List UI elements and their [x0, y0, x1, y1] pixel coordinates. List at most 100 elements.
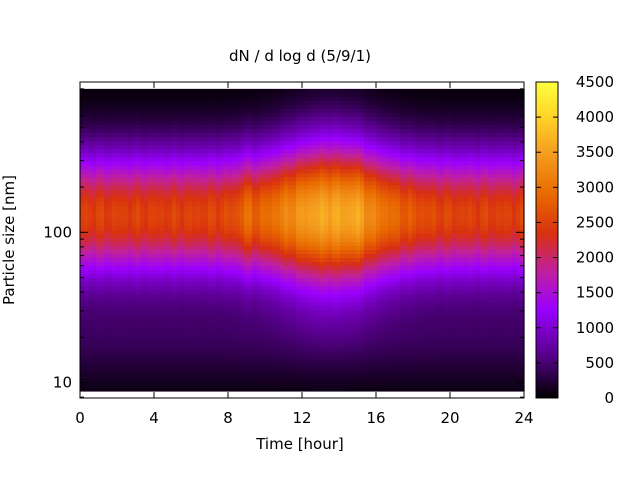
heatmap-cell	[188, 225, 193, 231]
heatmap-cell	[132, 306, 137, 312]
heatmap-cell	[316, 141, 321, 146]
heatmap-cell	[152, 88, 157, 94]
heatmap-cell	[180, 169, 185, 175]
heatmap-cell	[180, 125, 185, 130]
heatmap-cell	[208, 237, 213, 243]
heatmap-cell	[332, 88, 337, 94]
heatmap-cell	[308, 266, 313, 271]
heatmap-cell	[100, 137, 105, 142]
heatmap-cell	[196, 370, 201, 376]
heatmap-cell	[228, 181, 233, 187]
heatmap-cell	[100, 104, 105, 110]
heatmap-cell	[96, 382, 101, 388]
heatmap-cell	[260, 109, 265, 114]
heatmap-cell	[156, 290, 161, 295]
heatmap-cell	[84, 149, 89, 154]
heatmap-cell	[200, 221, 205, 227]
heatmap-cell	[308, 346, 313, 352]
heatmap-cell	[84, 197, 89, 203]
heatmap-cell	[340, 270, 345, 275]
heatmap-cell	[192, 310, 197, 316]
heatmap-cell	[84, 314, 89, 320]
heatmap-cell	[260, 88, 265, 94]
heatmap-cell	[104, 205, 109, 211]
heatmap-cell	[256, 165, 261, 171]
heatmap-cell	[308, 88, 313, 94]
heatmap-cell	[92, 382, 97, 388]
heatmap-cell	[216, 225, 221, 231]
heatmap-cell	[120, 169, 125, 175]
heatmap-cell	[96, 96, 101, 102]
heatmap-cell	[124, 350, 129, 356]
heatmap-cell	[296, 92, 301, 98]
heatmap-cell	[292, 262, 297, 267]
heatmap-cell	[184, 88, 189, 94]
heatmap-cell	[340, 96, 345, 102]
heatmap-cell	[280, 165, 285, 171]
heatmap-cell	[180, 157, 185, 162]
heatmap-cell	[332, 133, 337, 138]
heatmap-cell	[116, 104, 121, 110]
heatmap-cell	[152, 314, 157, 320]
heatmap-cell	[332, 241, 337, 247]
heatmap-cell	[180, 278, 185, 283]
heatmap-cell	[168, 254, 173, 259]
heatmap-cell	[164, 318, 169, 324]
heatmap-cell	[212, 350, 217, 356]
heatmap-cell	[148, 322, 153, 328]
heatmap-cell	[172, 266, 177, 271]
heatmap-cell	[256, 189, 261, 195]
heatmap-cell	[288, 209, 293, 215]
heatmap-cell	[112, 233, 117, 239]
heatmap-cell	[180, 254, 185, 259]
heatmap-cell	[148, 386, 153, 392]
heatmap-cell	[240, 92, 245, 98]
heatmap-cell	[296, 173, 301, 179]
heatmap-cell	[104, 104, 109, 110]
heatmap-cell	[172, 254, 177, 259]
heatmap-cell	[280, 137, 285, 142]
heatmap-cell	[152, 310, 157, 316]
heatmap-cell	[272, 314, 277, 320]
heatmap-cell	[224, 254, 229, 259]
heatmap-cell	[156, 157, 161, 162]
heatmap-cell	[132, 177, 137, 183]
heatmap-cell	[104, 286, 109, 291]
heatmap-cell	[100, 189, 105, 195]
heatmap-cell	[120, 88, 125, 94]
heatmap-cell	[140, 298, 145, 303]
heatmap-cell	[188, 386, 193, 392]
heatmap-cell	[208, 362, 213, 368]
heatmap-cell	[232, 338, 237, 344]
heatmap-cell	[224, 197, 229, 203]
heatmap-cell	[340, 314, 345, 320]
heatmap-cell	[156, 241, 161, 247]
heatmap-cell	[180, 322, 185, 328]
heatmap-cell	[172, 88, 177, 94]
heatmap-cell	[304, 113, 309, 118]
heatmap-cell	[84, 346, 89, 352]
heatmap-cell	[80, 121, 85, 126]
heatmap-cell	[328, 104, 333, 110]
heatmap-cell	[132, 249, 137, 255]
heatmap-cell	[176, 286, 181, 291]
heatmap-cell	[212, 133, 217, 138]
heatmap-cell	[112, 278, 117, 283]
heatmap-cell	[244, 286, 249, 291]
heatmap-cell	[244, 378, 249, 384]
heatmap-cell	[112, 201, 117, 207]
heatmap-cell	[136, 161, 141, 167]
heatmap-cell	[248, 153, 253, 158]
heatmap-cell	[128, 125, 133, 130]
heatmap-cell	[324, 129, 329, 134]
heatmap-cell	[140, 366, 145, 372]
heatmap-cell	[128, 310, 133, 316]
heatmap-cell	[112, 117, 117, 122]
heatmap-cell	[332, 350, 337, 356]
heatmap-cell	[180, 290, 185, 295]
heatmap-cell	[308, 322, 313, 328]
heatmap-cell	[164, 197, 169, 203]
heatmap-cell	[312, 378, 317, 384]
heatmap-cell	[312, 104, 317, 110]
heatmap-cell	[304, 374, 309, 380]
